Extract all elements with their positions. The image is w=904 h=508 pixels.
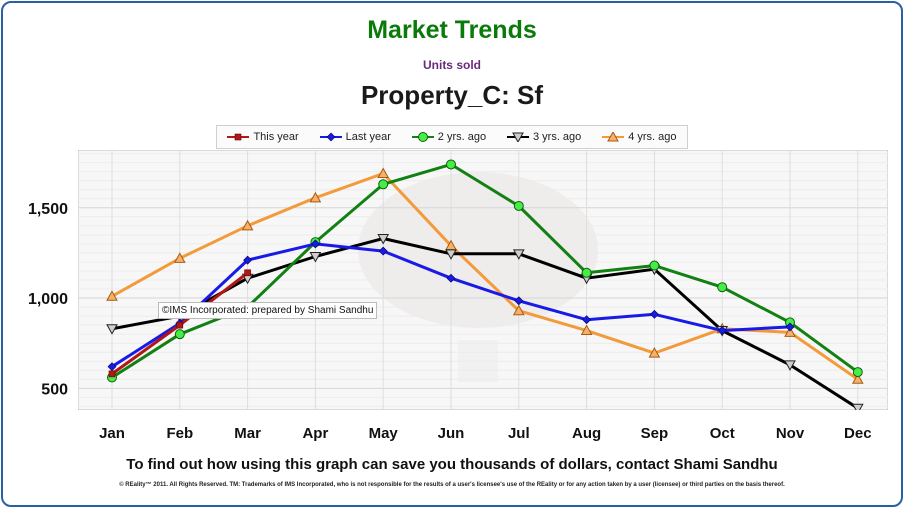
data-point-3: [377, 233, 390, 245]
legend-item[interactable]: 2 yrs. ago: [411, 131, 487, 143]
legend-label: 4 yrs. ago: [628, 131, 677, 143]
legend: This year Last year 2 yrs. ago 3 yrs. ago 4 …: [216, 125, 688, 149]
data-point-3: [106, 324, 118, 335]
data-point-1: [378, 246, 388, 256]
legend-swatch: [506, 132, 529, 142]
data-point-0: [244, 269, 251, 277]
data-point-3: [851, 403, 864, 410]
data-point-1: [582, 315, 592, 325]
data-point-4: [512, 304, 525, 316]
data-point-3: [445, 249, 457, 260]
legend-item[interactable]: 3 yrs. ago: [506, 131, 582, 143]
series-line-3: [111, 237, 859, 410]
legend-label: 3 yrs. ago: [532, 131, 582, 143]
legend-item[interactable]: Last year: [319, 131, 391, 143]
legend-swatch: [227, 133, 250, 141]
legend-swatch: [602, 132, 625, 142]
data-point-3: [309, 252, 322, 263]
data-point-4: [377, 167, 390, 178]
legend-marker: [607, 132, 620, 142]
contact-message: To find out how using this graph can sav…: [126, 456, 778, 473]
data-point-3: [512, 249, 525, 260]
data-point-1: [717, 326, 727, 335]
data-point-4: [241, 219, 254, 231]
copyright-note: ©IMS Incorporated: prepared by Shami San…: [158, 302, 378, 319]
legend-item[interactable]: 4 yrs. ago: [602, 131, 677, 143]
data-point-2: [581, 267, 592, 278]
chart-title: Market Trends: [367, 16, 537, 44]
line-chart: [78, 150, 888, 410]
data-point-1: [785, 322, 795, 332]
data-point-2: [378, 179, 389, 190]
data-point-2: [649, 260, 660, 271]
legend-label: Last year: [345, 131, 391, 143]
legend-marker: [235, 133, 242, 141]
data-point-2: [446, 159, 456, 170]
legend-marker: [512, 132, 524, 142]
property-heading: Property_C: Sf: [360, 80, 544, 110]
data-point-0: [176, 321, 184, 329]
data-point-4: [173, 252, 186, 263]
legend-swatch: [319, 132, 342, 142]
data-point-1: [649, 309, 659, 319]
data-point-4: [648, 347, 661, 358]
data-point-1: [243, 255, 253, 265]
legal-fine-print: © REality™ 2011. All Rights Reserved. TM…: [119, 482, 785, 488]
data-point-4: [106, 290, 118, 301]
data-point-4: [309, 191, 322, 203]
data-point-4: [784, 326, 796, 337]
data-point-2: [717, 282, 728, 293]
legend-marker: [417, 132, 428, 142]
data-point-1: [310, 239, 320, 249]
data-point-3: [784, 360, 796, 371]
legend-label: 2 yrs. ago: [437, 131, 487, 143]
plot-area: ©IMS Incorporated: prepared by Shami San…: [78, 150, 888, 410]
data-point-2: [174, 329, 185, 340]
legend-label: This year: [253, 131, 299, 143]
data-point-0: [108, 370, 116, 378]
chart-subtitle: Units sold: [422, 58, 481, 72]
data-point-1: [514, 296, 524, 306]
data-point-2: [852, 367, 863, 378]
legend-marker: [326, 132, 336, 142]
data-point-1: [446, 273, 456, 283]
data-point-4: [580, 324, 593, 336]
legend-swatch: [411, 132, 434, 142]
data-point-4: [851, 373, 864, 384]
data-point-2: [513, 200, 524, 211]
legend-item[interactable]: This year: [227, 131, 299, 143]
